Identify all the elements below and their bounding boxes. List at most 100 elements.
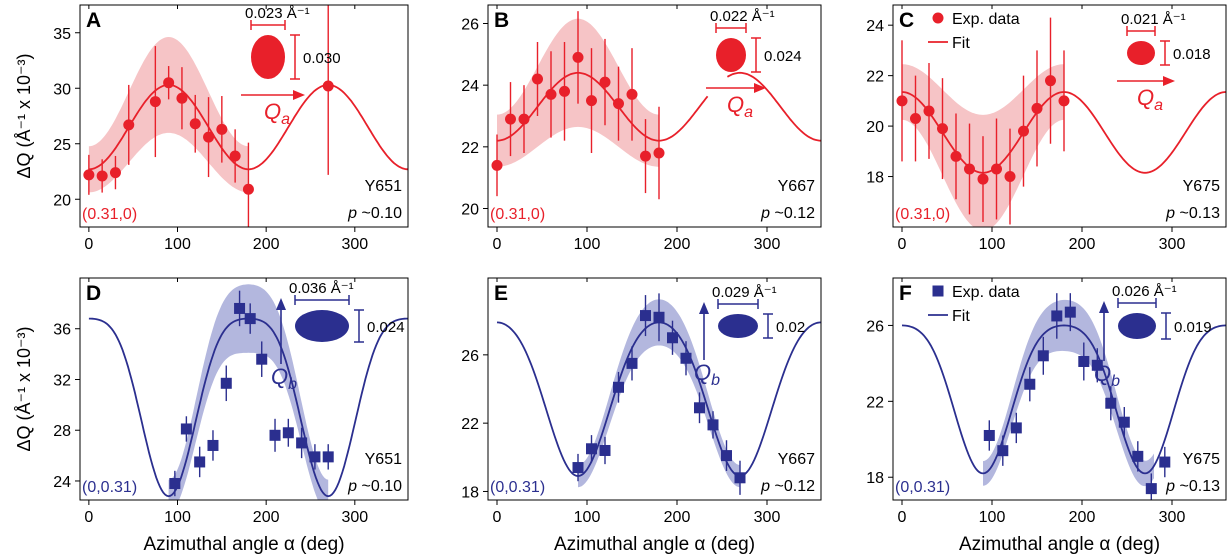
q-vector-label: (0,0.31) [490,479,545,496]
p-value: ~0.10 [357,478,402,495]
y-tick-label: 25 [53,137,71,154]
ellipse-width-value: 0.021 Å⁻¹ [1121,11,1186,28]
y-tick-label: 35 [53,26,71,43]
data-point [269,429,281,441]
p-value: ~0.13 [1175,478,1220,495]
data-point [149,96,161,108]
ellipse-width-value: 0.026 Å⁻¹ [1112,283,1177,300]
data-point [923,105,935,117]
data-point [216,123,228,135]
axes-frame [79,4,409,228]
confidence-band [168,284,329,500]
y-tick-label: 30 [53,81,71,98]
data-point [1051,310,1063,322]
p-value: ~0.10 [357,205,402,222]
axes-frame [892,277,1227,501]
x-tick-label: 200 [664,236,691,253]
legend-fit-label: Fit [952,35,970,52]
plot-area [83,5,408,227]
q-letter: Q [694,360,711,385]
y-tick-label: 26 [866,318,884,335]
plot-area [896,17,1226,227]
data-point [180,423,192,435]
q-letter: Q [1137,85,1154,110]
x-tick-label: 0 [493,509,502,526]
data-point [640,150,651,162]
doping-label: p ~0.10 [347,205,402,222]
p-symbol: p [347,205,357,222]
y-tick-label: 20 [461,202,479,219]
data-point [572,51,584,63]
data-point [1018,125,1029,137]
x-axis-label-part: Azimuthal angle [143,534,283,555]
q-letter: Q [264,99,281,124]
data-point [242,183,254,195]
panel-label: C [899,9,914,32]
x-tick-label: 100 [574,236,601,253]
data-point [613,381,624,393]
p-value: ~0.12 [770,478,815,495]
data-point [626,357,638,369]
y-tick-label: 28 [53,423,71,440]
x-tick-label: 300 [341,509,368,526]
x-tick-label: 300 [1159,509,1186,526]
data-point [518,113,530,125]
plot-area [88,284,408,500]
resolution-ellipse [1127,41,1155,65]
x-tick-label: 200 [664,509,691,526]
y-tick-label: 18 [461,484,479,501]
data-point [1045,75,1056,87]
x-tick-label: 200 [1069,509,1096,526]
qb-arrow-head [1099,301,1109,313]
data-point [1004,171,1016,183]
panel-label: D [86,282,101,305]
x-axis-label-part: α [1099,534,1110,555]
y-axis-label: ΔQ (Å⁻¹ x 10⁻³) [14,326,34,451]
doping-label: p ~0.13 [1165,478,1220,495]
data-point [1058,95,1070,107]
p-value: ~0.12 [770,205,815,222]
y-axis-label: ΔQ (Å⁻¹ x 10⁻³) [14,53,34,178]
data-point [256,353,268,365]
ellipse-height-label: 0.024 [764,48,802,65]
panel-D: 0 100 200 300 24 28 32 36 D (0,0.31) Y651 p ~0.10 0.… [14,277,409,555]
ellipse-width-value: 0.029 Å⁻¹ [712,284,777,301]
data-point [83,169,95,181]
panel-label: A [86,9,101,32]
p-symbol: p [1165,478,1175,495]
data-point [1037,350,1049,362]
ellipse-width-label: 0.022 Å⁻¹ [710,8,775,25]
x-tick-label: 300 [754,236,781,253]
data-point [896,95,908,107]
ellipse-width-value: 0.036 Å⁻¹ [289,280,354,297]
ellipse-width-label: 0.036 Å⁻¹ [289,280,354,297]
data-point [1024,378,1036,390]
p-value: ~0.13 [1175,205,1220,222]
data-point [309,451,321,463]
panel-F: 0 100 200 300 18 22 26 F (0,0.31) Y675 p ~0.13 0.02… [866,277,1227,555]
x-axis-label-part: (deg) [1110,534,1160,555]
data-point [1091,359,1103,371]
data-point [640,310,651,322]
data-point [229,150,241,162]
panel-B: 0 100 200 300 20 22 24 26 B (0.31,0) Y667 p ~0.12 0.… [461,4,822,253]
y-tick-label: 18 [866,170,884,187]
plot-area [901,293,1226,500]
x-axis-label-part: Azimuthal angle [959,534,1099,555]
y-tick-label: 24 [866,18,884,35]
data-point [997,445,1009,457]
q-subscript: a [744,104,753,121]
data-point [176,92,188,104]
qa-axis-label: Qa [1137,85,1163,114]
x-axis-label-part: (deg) [705,534,755,555]
resolution-ellipse [718,314,758,338]
data-point [1010,422,1022,434]
panel-label: F [899,282,912,305]
data-point [532,73,543,85]
qb-axis-label: Qb [694,360,720,389]
qa-arrow-head [754,83,766,93]
data-point [572,462,584,474]
y-tick-label: 26 [461,17,479,34]
data-point [96,170,108,182]
